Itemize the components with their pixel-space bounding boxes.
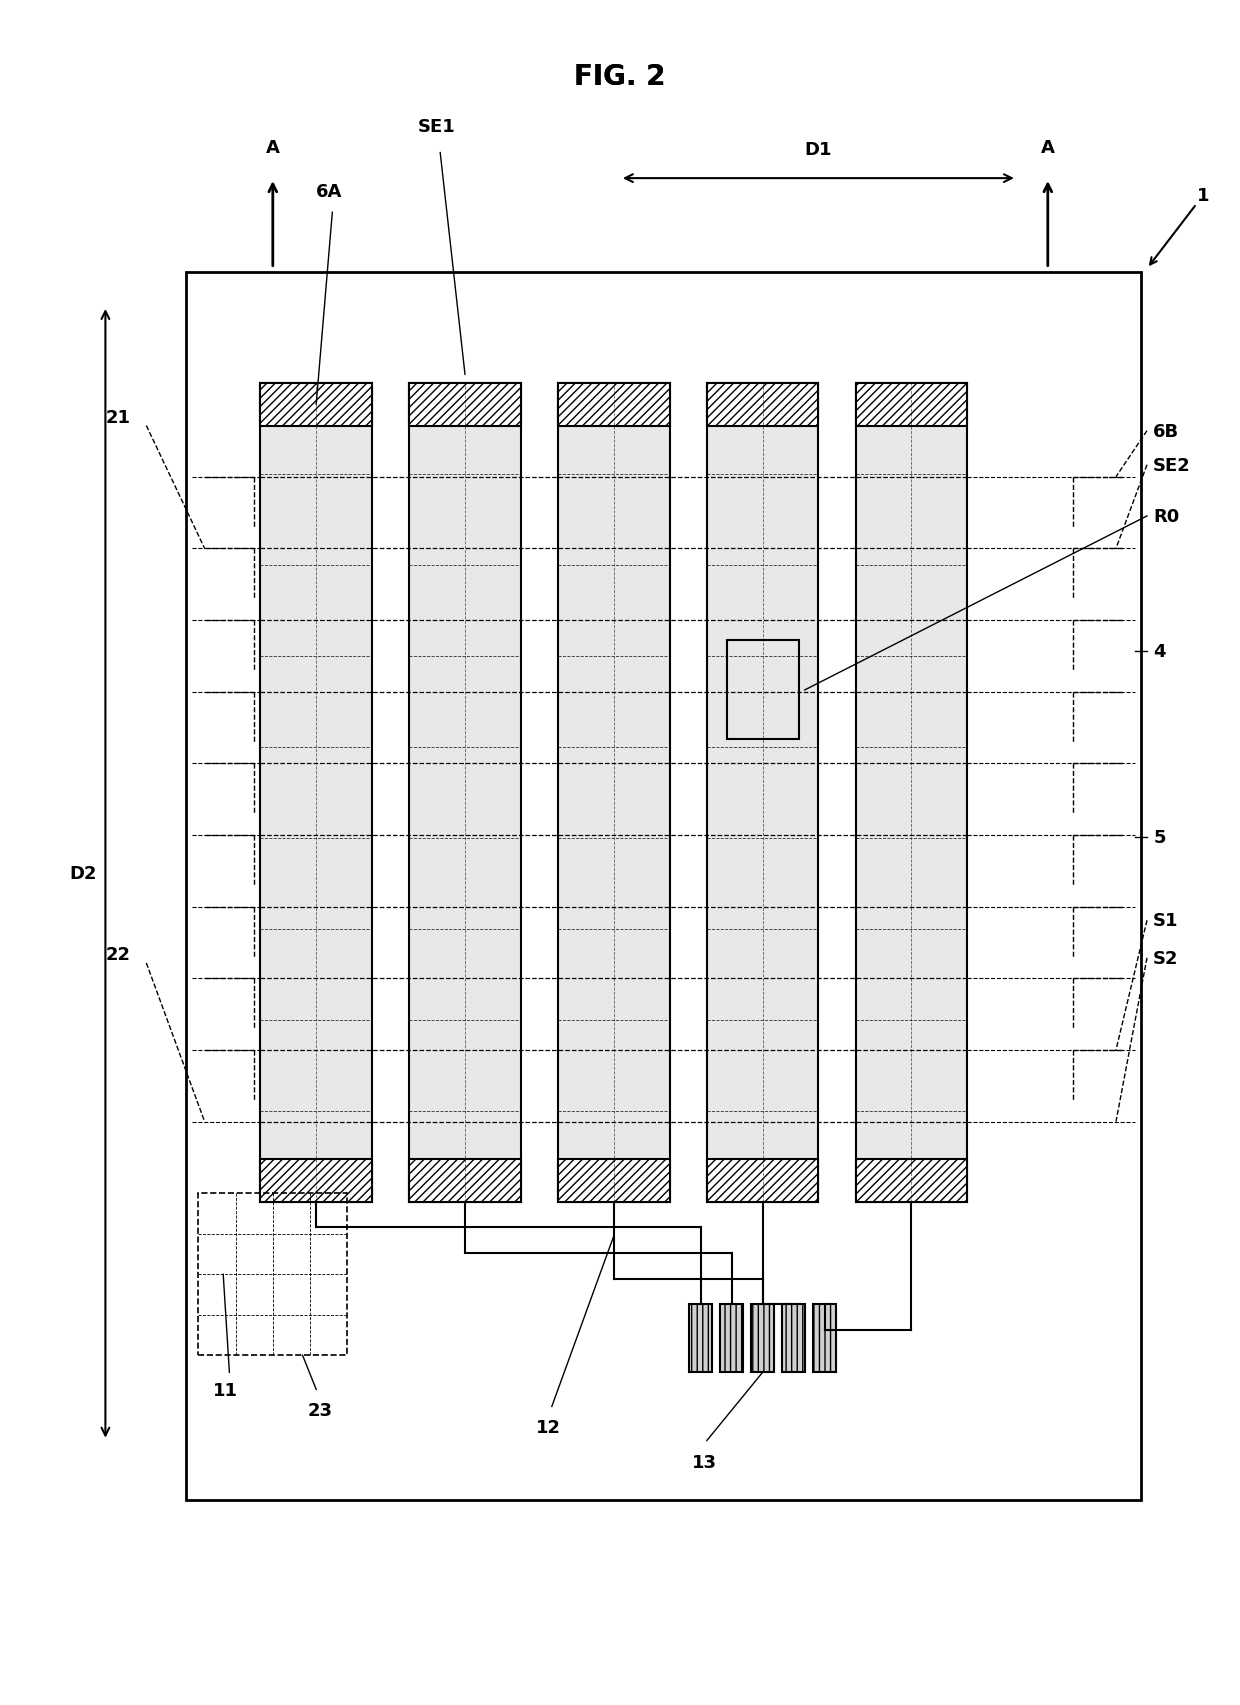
Bar [707, 384, 818, 426]
Text: FIG. 2: FIG. 2 [574, 63, 666, 90]
Text: 23: 23 [308, 1402, 332, 1420]
Bar [856, 1159, 967, 1202]
Bar [198, 1194, 347, 1355]
Text: 13: 13 [692, 1453, 717, 1471]
Bar [558, 1159, 670, 1202]
Bar [260, 384, 372, 1202]
Bar [186, 273, 1141, 1500]
Text: FIG. 2: FIG. 2 [574, 63, 666, 90]
Bar [409, 1159, 521, 1202]
Text: D2: D2 [69, 864, 97, 883]
Bar [751, 1304, 774, 1373]
Bar [856, 384, 967, 1202]
Text: A: A [265, 138, 280, 157]
Bar [707, 1159, 818, 1202]
Bar [558, 384, 670, 1202]
Text: 5: 5 [1153, 829, 1166, 846]
Bar [782, 1304, 805, 1373]
Bar [409, 384, 521, 1202]
Text: A: A [1040, 138, 1055, 157]
Text: D1: D1 [805, 140, 832, 159]
Text: S1: S1 [1153, 912, 1179, 929]
Text: 12: 12 [536, 1419, 560, 1437]
Text: SE2: SE2 [1153, 457, 1190, 474]
Text: 21: 21 [105, 409, 130, 426]
Text: 22: 22 [105, 946, 130, 963]
Text: 6B: 6B [1153, 423, 1179, 440]
Text: SE1: SE1 [418, 118, 455, 136]
Text: 11: 11 [213, 1381, 238, 1400]
Bar [720, 1304, 743, 1373]
Bar [727, 641, 799, 740]
Bar [813, 1304, 836, 1373]
Bar [260, 1159, 372, 1202]
Bar [558, 384, 670, 426]
Bar [707, 384, 818, 1202]
Text: R0: R0 [1153, 508, 1179, 525]
Bar [689, 1304, 712, 1373]
Bar [856, 384, 967, 426]
Bar [260, 384, 372, 426]
Text: 1: 1 [1197, 188, 1209, 205]
Text: 6A: 6A [315, 182, 342, 201]
Bar [409, 384, 521, 426]
Text: 4: 4 [1153, 643, 1166, 660]
Text: S2: S2 [1153, 950, 1179, 967]
